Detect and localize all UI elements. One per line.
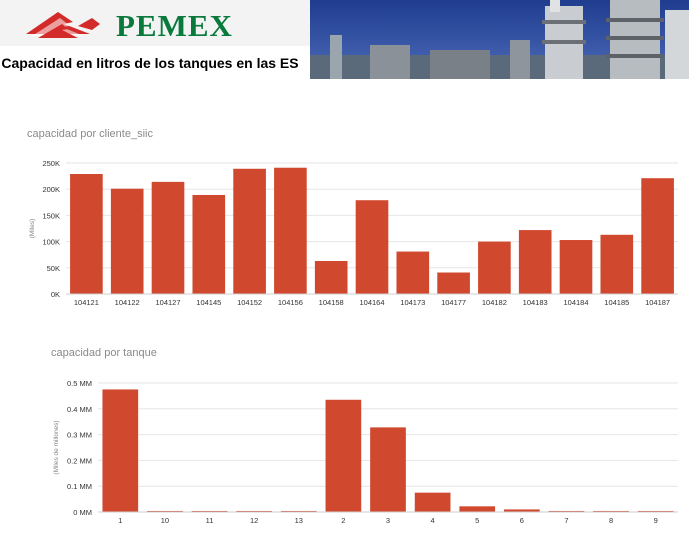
x-tick-label: 10 bbox=[161, 516, 169, 525]
refinery-photo bbox=[310, 0, 689, 79]
y-tick-label: 0.5 MM bbox=[67, 379, 92, 388]
x-tick-label: 104164 bbox=[359, 298, 384, 307]
x-tick-label: 104185 bbox=[604, 298, 629, 307]
bar-104122[interactable] bbox=[110, 188, 144, 294]
x-tick-label: 104183 bbox=[523, 298, 548, 307]
y-tick-label: 150K bbox=[42, 211, 60, 220]
y-axis-label: (Miles de millones) bbox=[53, 420, 60, 474]
x-tick-label: 8 bbox=[609, 516, 613, 525]
header-logo-area: PEMEX bbox=[0, 0, 310, 46]
x-tick-label: 5 bbox=[475, 516, 479, 525]
bar-104121[interactable] bbox=[70, 174, 103, 294]
bar-104158[interactable] bbox=[314, 260, 348, 294]
y-tick-label: 0.2 MM bbox=[67, 456, 92, 465]
x-tick-label: 104184 bbox=[563, 298, 588, 307]
bar-6[interactable] bbox=[504, 509, 540, 512]
bar-104173[interactable] bbox=[396, 251, 430, 294]
y-tick-label: 200K bbox=[42, 185, 60, 194]
x-tick-label: 104187 bbox=[645, 298, 670, 307]
x-tick-label: 6 bbox=[520, 516, 524, 525]
bar-104184[interactable] bbox=[559, 240, 593, 294]
pemex-eagle-logo-icon bbox=[26, 12, 100, 38]
bar-104156[interactable] bbox=[274, 167, 307, 294]
y-tick-label: 0.1 MM bbox=[67, 482, 92, 491]
chart-title-tanque: capacidad por tanque bbox=[51, 347, 157, 359]
bar-2[interactable] bbox=[325, 399, 362, 512]
x-tick-label: 104127 bbox=[155, 298, 180, 307]
x-tick-label: 7 bbox=[564, 516, 568, 525]
y-axis-label: (Miles) bbox=[29, 219, 36, 239]
y-tick-label: 0.3 MM bbox=[67, 431, 92, 440]
x-tick-label: 2 bbox=[341, 516, 345, 525]
bar-1[interactable] bbox=[102, 389, 139, 512]
x-tick-label: 12 bbox=[250, 516, 258, 525]
bar-104185[interactable] bbox=[600, 234, 634, 294]
bar-4[interactable] bbox=[414, 492, 451, 512]
bar-104152[interactable] bbox=[233, 168, 266, 294]
y-tick-label: 250K bbox=[42, 159, 60, 168]
bar-5[interactable] bbox=[459, 506, 496, 512]
x-tick-label: 104145 bbox=[196, 298, 221, 307]
x-tick-label: 3 bbox=[386, 516, 390, 525]
x-tick-label: 104152 bbox=[237, 298, 262, 307]
x-tick-label: 11 bbox=[206, 516, 214, 525]
x-tick-label: 1 bbox=[118, 516, 122, 525]
x-tick-label: 104158 bbox=[319, 298, 344, 307]
bar-104187[interactable] bbox=[641, 178, 674, 294]
y-tick-label: 100K bbox=[42, 238, 60, 247]
x-tick-label: 104173 bbox=[400, 298, 425, 307]
bar-104127[interactable] bbox=[151, 181, 185, 294]
x-tick-label: 4 bbox=[431, 516, 435, 525]
bar-104182[interactable] bbox=[478, 241, 511, 294]
x-tick-label: 9 bbox=[654, 516, 658, 525]
x-tick-label: 104182 bbox=[482, 298, 507, 307]
x-tick-label: 104122 bbox=[115, 298, 140, 307]
y-tick-label: 50K bbox=[47, 264, 60, 273]
y-tick-label: 0 MM bbox=[73, 508, 92, 517]
page-title: Capacidad en litros de los tanques en la… bbox=[1, 55, 299, 71]
bar-104164[interactable] bbox=[355, 200, 389, 294]
x-tick-label: 104177 bbox=[441, 298, 466, 307]
x-tick-label: 104121 bbox=[74, 298, 99, 307]
chart-title-cliente: capacidad por cliente_siic bbox=[27, 128, 153, 140]
brand-name: PEMEX bbox=[116, 8, 233, 43]
y-tick-label: 0.4 MM bbox=[67, 405, 92, 414]
bar-104145[interactable] bbox=[192, 194, 226, 294]
bar-3[interactable] bbox=[370, 427, 406, 512]
y-tick-label: 0K bbox=[51, 290, 60, 299]
bar-104183[interactable] bbox=[518, 230, 552, 294]
x-tick-label: 104156 bbox=[278, 298, 303, 307]
chart-capacidad-por-tanque: 0 MM 0.1 MM 0.2 MM 0.3 MM 0.4 MM 0.5 MM (Miles… bbox=[53, 379, 678, 525]
bar-104177[interactable] bbox=[437, 272, 470, 294]
chart-capacidad-por-cliente: 0K 50K 100K 150K 200K 250K (Miles) 104121 104122… bbox=[29, 159, 678, 307]
x-tick-label: 13 bbox=[295, 516, 303, 525]
